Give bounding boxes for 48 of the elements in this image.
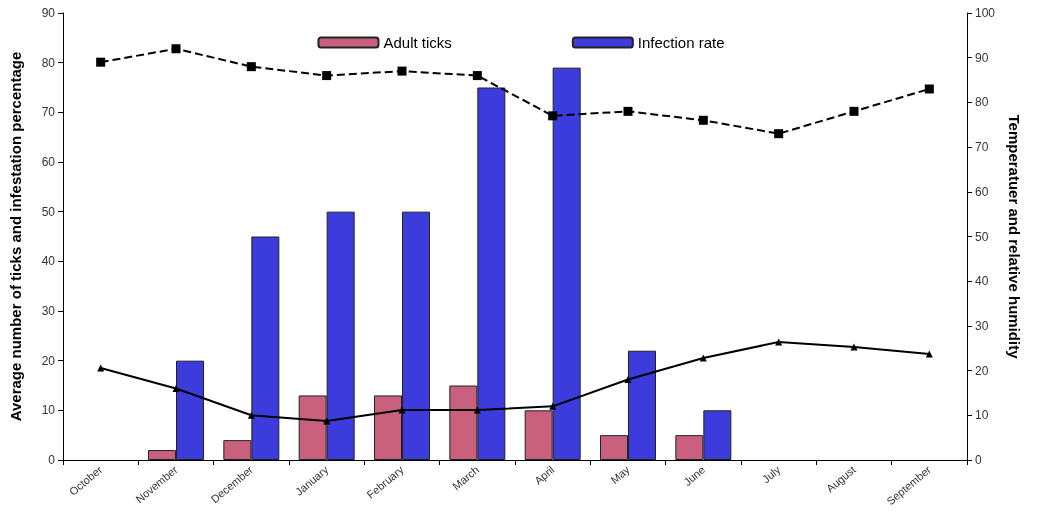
point (623, 106, 633, 116)
point (247, 411, 255, 419)
point (172, 384, 180, 392)
y-tick-label: 20 (41, 353, 56, 368)
point (850, 343, 858, 351)
point (849, 106, 859, 116)
legend-label: Infection rate (637, 34, 725, 51)
point (924, 84, 934, 94)
y2-tick-label: 0 (975, 453, 982, 467)
point (246, 62, 256, 72)
legend-label: Adult ticks (383, 34, 452, 51)
point (549, 402, 557, 410)
point (699, 354, 707, 362)
x-tick-label: July (759, 463, 783, 486)
y2-tick-label: 60 (975, 184, 989, 199)
point (397, 66, 407, 76)
x-tick-label: May (608, 463, 633, 486)
point (171, 44, 181, 54)
y2-tick-label: 100 (975, 6, 996, 20)
y-tick-label: 50 (41, 204, 56, 219)
point (774, 129, 784, 139)
y2-tick-label: 80 (975, 95, 989, 110)
y2-tick-label: 90 (975, 50, 989, 65)
y2-tick-label: 50 (975, 229, 989, 244)
y2-tick-label: 10 (975, 408, 989, 423)
point (472, 71, 482, 81)
y-tick-label: 30 (41, 304, 56, 318)
y2-axis-title: Temperatuer and relative humidity (1006, 114, 1023, 360)
point (548, 111, 558, 121)
point (698, 115, 708, 125)
y2-tick-label: 40 (975, 274, 989, 289)
point (322, 71, 332, 81)
point (398, 406, 406, 414)
y-tick-label: 80 (41, 55, 56, 70)
y-tick-label: 0 (48, 453, 56, 467)
y2-tick-label: 70 (975, 140, 989, 155)
y-axis-title: Average number of ticks and infestation percentage (7, 51, 24, 422)
y2-tick-label: 20 (975, 363, 989, 378)
point (323, 417, 331, 425)
point (624, 376, 632, 384)
y-tick-label: 10 (41, 403, 56, 418)
y-tick-label: 90 (41, 6, 56, 20)
y-tick-label: 40 (41, 254, 56, 269)
point (925, 350, 933, 358)
y-tick-label: 60 (41, 155, 56, 169)
y2-tick-label: 30 (975, 318, 989, 333)
y-tick-label: 70 (41, 105, 56, 120)
point (96, 57, 106, 67)
